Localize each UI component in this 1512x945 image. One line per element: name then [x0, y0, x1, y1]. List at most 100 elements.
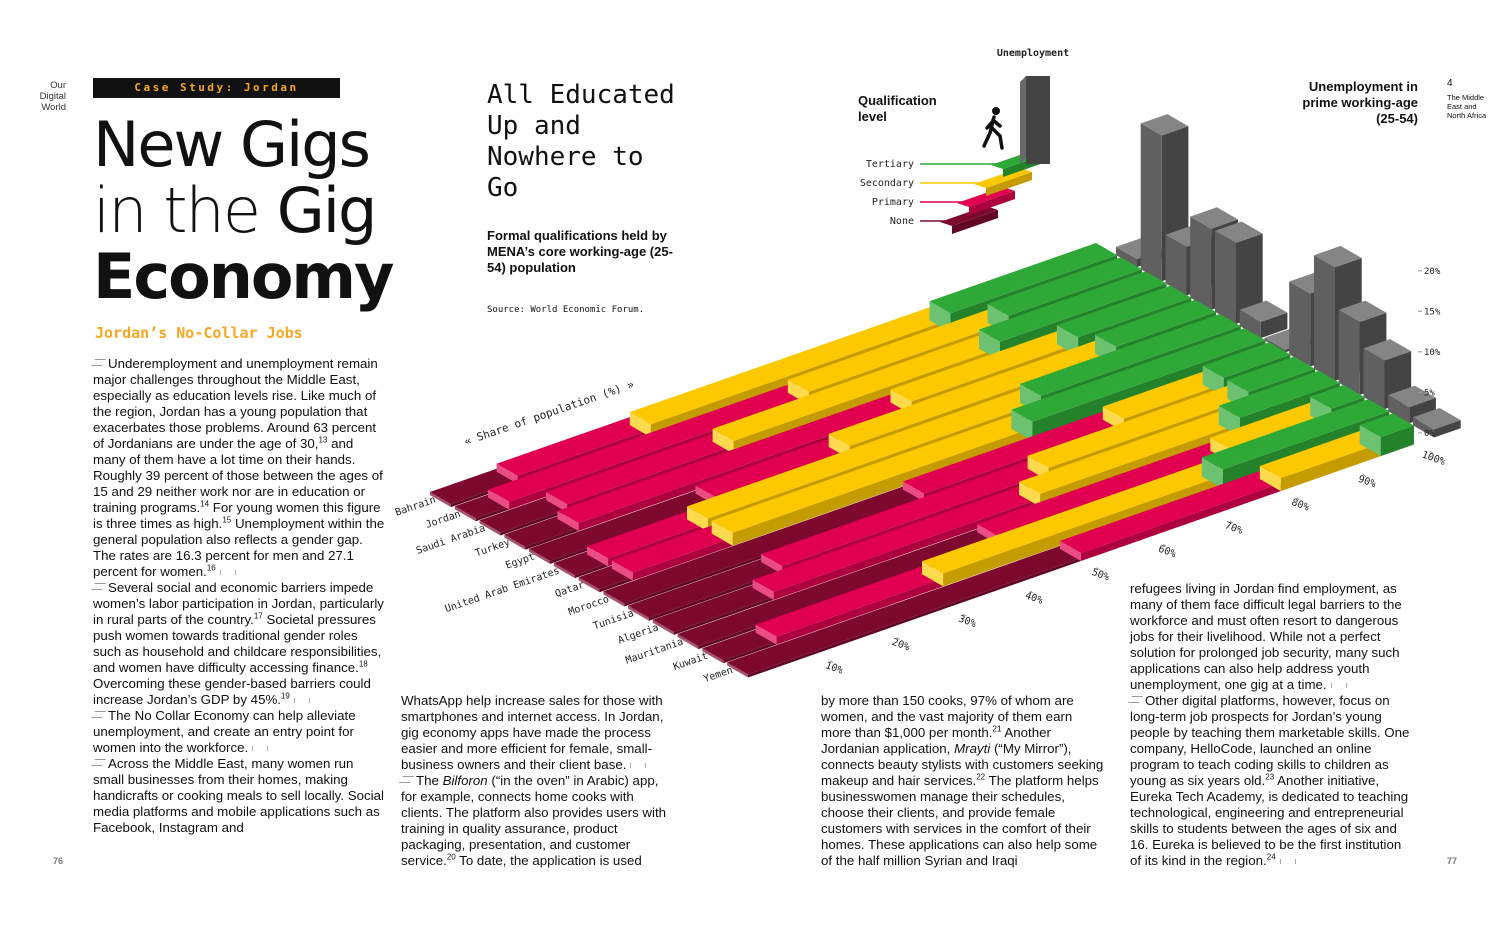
text: (“My Mirror”), connects beauty stylists … — [821, 741, 1104, 788]
legend-step-front — [969, 191, 1015, 215]
chart-source: Source: World Economic Forum. — [487, 305, 645, 315]
segment-top — [787, 309, 1009, 392]
segment-top — [496, 417, 651, 476]
segment — [628, 559, 783, 621]
x-tick-label: 90% — [1356, 474, 1377, 491]
segment-top — [479, 497, 568, 533]
text: Societal pressures push women towards tr… — [93, 612, 382, 675]
text: Other digital platforms, however, focus … — [1130, 693, 1410, 788]
bar-side — [1264, 337, 1286, 353]
segment-front — [649, 571, 783, 621]
text: The — [416, 773, 443, 788]
segment-top — [1259, 431, 1381, 479]
legend-bar — [1026, 76, 1050, 164]
segment-top — [695, 438, 850, 498]
text: WhatsApp help increase sales for those w… — [401, 693, 664, 772]
segment-end — [546, 492, 568, 513]
legend-label: Secondary — [860, 178, 914, 189]
segment — [702, 629, 777, 664]
segment-end — [629, 412, 651, 438]
segment-top — [922, 463, 1223, 574]
segment-front — [1280, 443, 1381, 492]
category-label: Morocco — [567, 594, 610, 618]
footnote-ref: 15 — [222, 515, 232, 525]
bar-top — [1140, 114, 1189, 136]
footnote-ref: 18 — [358, 659, 368, 669]
paragraph-mark — [90, 759, 107, 766]
italic-text: Mrayti — [954, 741, 991, 756]
text-column: refugees living in Jordan find employmen… — [1127, 581, 1412, 869]
segment-top — [1201, 399, 1390, 470]
bar-side — [1215, 230, 1236, 324]
y2-label: Unemployment in prime working-age (25-54… — [1302, 79, 1418, 126]
x-tick — [1162, 543, 1167, 547]
title-line: New Gigs — [93, 108, 371, 181]
segment-top — [587, 511, 708, 559]
segment-end — [979, 329, 1000, 361]
segment-front — [1081, 483, 1281, 561]
title-bold: Gig — [276, 174, 378, 247]
bar-side — [1314, 255, 1335, 381]
segment-end — [761, 554, 783, 575]
paragraph: by more than 150 cooks, 97% of whom are … — [821, 693, 1106, 869]
x-tick — [1362, 474, 1367, 477]
footnote-ref: 16 — [206, 563, 216, 573]
segment-front — [525, 528, 579, 550]
segment-top — [629, 307, 951, 425]
segment — [752, 486, 1041, 600]
bar-top — [1363, 339, 1412, 361]
bar-top — [1239, 300, 1288, 322]
segment-top — [628, 559, 783, 618]
segment-top — [711, 415, 1033, 533]
text-column: Underemployment and unemployment remain … — [90, 356, 385, 836]
x-tick-label: 40% — [1023, 590, 1044, 607]
segment — [755, 566, 944, 645]
segment-top — [1027, 385, 1249, 468]
bar-top — [1338, 300, 1387, 322]
footnote-ref: 17 — [253, 611, 263, 621]
segment-front — [632, 537, 733, 581]
segment-end — [1259, 466, 1281, 492]
segment-end — [488, 489, 510, 510]
segment-end — [1201, 457, 1223, 489]
bar-top — [1314, 245, 1362, 268]
footnote-ref: 14 — [200, 499, 210, 509]
unemployment-bar — [1413, 408, 1461, 438]
text-column: by more than 150 cooks, 97% of whom are … — [821, 693, 1106, 869]
segment-end — [1060, 540, 1081, 561]
category-label: Bahrain — [394, 495, 437, 519]
segment-top — [702, 629, 777, 661]
segment-end — [1019, 481, 1041, 507]
bar-front — [1434, 420, 1461, 438]
segment-top — [1019, 411, 1240, 494]
footnote-ref: 24 — [1266, 852, 1276, 862]
legend-step-top — [974, 168, 1032, 188]
x-tick-label: 100% — [1420, 449, 1446, 468]
footnote-ref: 20 — [446, 852, 456, 862]
segment — [504, 516, 579, 550]
segment-top — [1020, 314, 1241, 396]
kicker-box — [93, 78, 340, 98]
person-icon-head — [992, 107, 1000, 115]
category-label: United Arab Emirates — [444, 566, 561, 616]
segment-end — [712, 428, 734, 454]
legend-bar-side — [1020, 76, 1026, 164]
segment-end — [752, 579, 774, 600]
segment-top — [488, 384, 809, 502]
segment-end — [727, 662, 748, 678]
text: Overcoming these gender-based barriers c… — [93, 676, 371, 707]
segment-top — [529, 490, 717, 561]
text: by more than 150 cooks, 97% of whom are … — [821, 693, 1074, 740]
paragraph: The No Collar Economy can help alleviate… — [90, 708, 385, 756]
kicker: Case Study: Jordan — [134, 81, 299, 94]
segment-top — [652, 584, 774, 632]
y2-tick-label: 15% — [1424, 307, 1441, 317]
x-tick-label: 60% — [1157, 544, 1178, 561]
segment-top — [1359, 413, 1414, 438]
segment-end — [578, 577, 600, 593]
bar-side — [1140, 123, 1162, 282]
y2-tick-label: 20% — [1424, 267, 1441, 277]
segment — [652, 584, 774, 635]
segment-top — [1218, 370, 1340, 418]
